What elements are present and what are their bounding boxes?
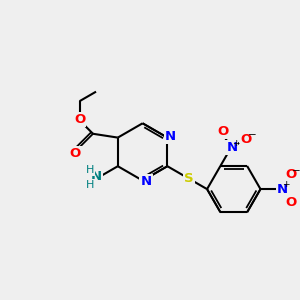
Text: −: − bbox=[292, 166, 300, 176]
Text: O: O bbox=[240, 133, 252, 146]
Text: H: H bbox=[86, 165, 94, 175]
Text: H: H bbox=[86, 180, 94, 190]
Text: O: O bbox=[285, 196, 297, 209]
Text: O: O bbox=[285, 168, 297, 182]
Text: O: O bbox=[74, 113, 85, 126]
Text: O: O bbox=[70, 147, 81, 160]
Text: N: N bbox=[277, 183, 288, 196]
Text: S: S bbox=[184, 172, 194, 185]
Text: +: + bbox=[232, 139, 239, 148]
Text: +: + bbox=[283, 180, 290, 189]
Text: N: N bbox=[165, 130, 176, 143]
Text: N: N bbox=[226, 141, 237, 154]
Text: −: − bbox=[248, 130, 256, 140]
Text: O: O bbox=[218, 125, 229, 138]
Text: N: N bbox=[91, 170, 102, 183]
Text: N: N bbox=[140, 175, 152, 188]
